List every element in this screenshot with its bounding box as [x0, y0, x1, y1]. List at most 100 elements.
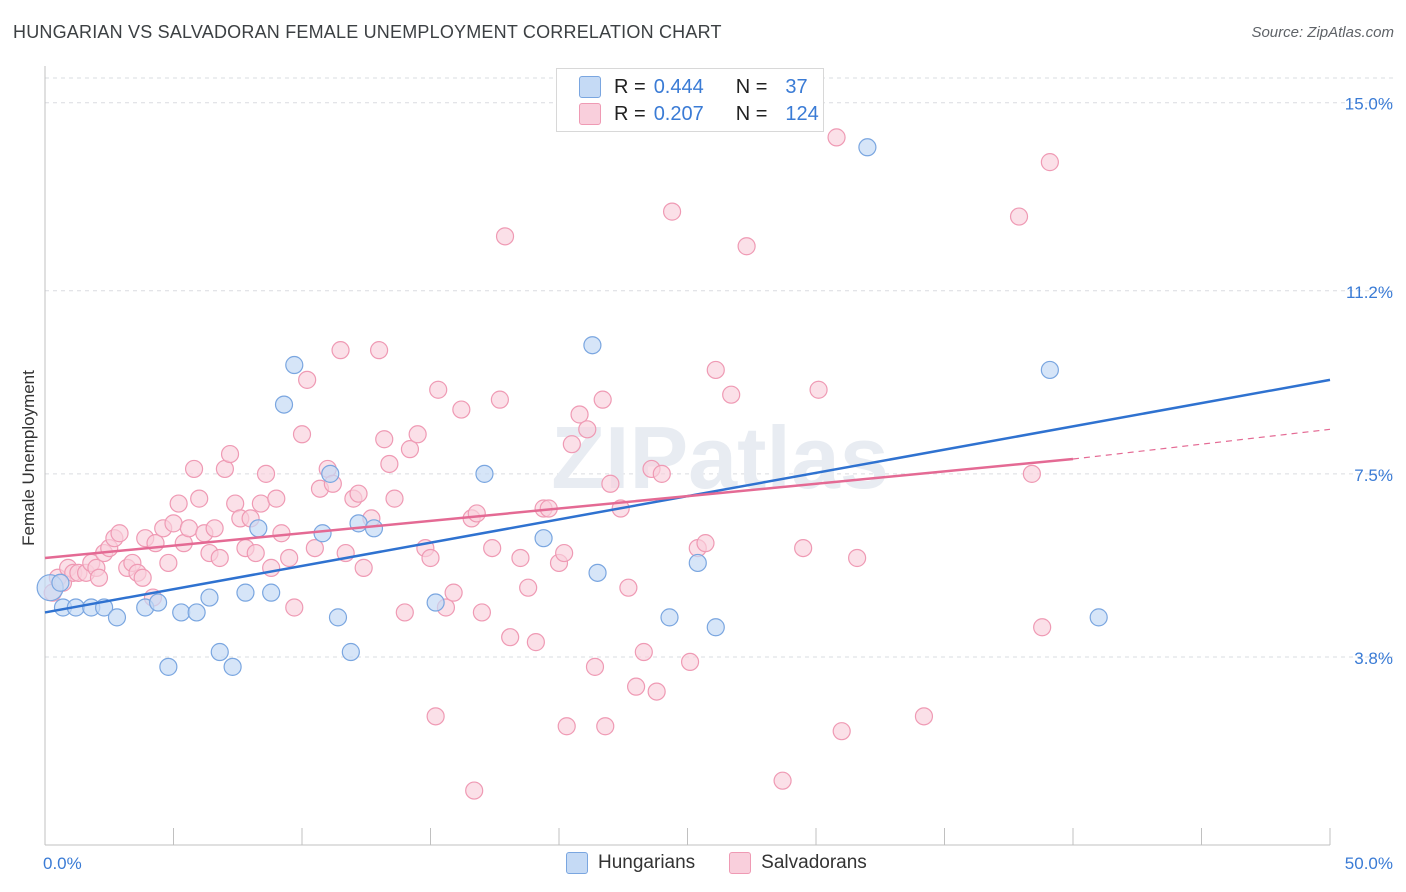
n-value: 37	[785, 75, 808, 98]
hungarians-point	[200, 588, 219, 607]
salvadorans-point	[267, 489, 286, 508]
hungarians-point	[475, 464, 494, 483]
salvadorans-point	[400, 440, 420, 459]
salvadorans-point	[375, 430, 394, 449]
salvadorans-point	[555, 543, 574, 563]
salvadorans-point	[647, 682, 666, 701]
hungarians-point	[858, 138, 877, 157]
legend-item-salvadorans[interactable]: Salvadorans	[729, 852, 867, 874]
legend-item-hungarians[interactable]: Hungarians	[566, 852, 695, 874]
hungarians-point	[364, 519, 384, 538]
salvadorans-point	[159, 553, 178, 573]
correlation-legend: R = 0.444 N = 37 R = 0.207 N = 124	[556, 68, 824, 132]
hungarians-point	[313, 524, 332, 543]
salvadorans-point	[662, 202, 682, 221]
salvadorans-point	[89, 568, 109, 587]
salvadorans-point	[578, 420, 597, 439]
salvadorans-point	[601, 474, 620, 493]
salvadorans-point	[619, 578, 638, 597]
x-tick-label: 0.0%	[43, 854, 82, 873]
hungarians-point	[51, 573, 70, 592]
salvadorans-point	[220, 444, 240, 464]
x-tick-label: 50.0%	[1345, 854, 1393, 873]
salvadorans-point	[562, 435, 581, 454]
hungarians-point	[148, 593, 168, 612]
salvadorans-point	[354, 558, 373, 577]
hungarians-point	[328, 608, 348, 627]
hungarians-point	[285, 355, 304, 375]
salvadorans-point	[385, 489, 404, 508]
salvadorans-point	[1033, 618, 1052, 637]
salvadorans-point	[490, 390, 509, 409]
hungarians-point	[159, 657, 178, 676]
hungarians-point	[688, 553, 707, 573]
n-label: N =	[735, 102, 768, 125]
salvadorans-point	[519, 578, 538, 597]
salvadorans-point	[205, 519, 224, 538]
salvadorans-point	[305, 538, 324, 558]
salvadorans-point	[848, 548, 867, 568]
salvadorans-point	[444, 583, 463, 602]
salvadorans-point	[370, 341, 389, 360]
salvadorans-point	[164, 514, 183, 533]
salvadorans-point	[110, 524, 129, 543]
r-label: R =	[614, 75, 646, 98]
salvadorans-point	[585, 657, 605, 676]
salvadorans-point	[696, 534, 715, 553]
hungarians-point	[660, 608, 679, 627]
salvadorans-point	[292, 425, 312, 444]
hungarians-point	[274, 395, 294, 414]
salvadorans-point	[773, 771, 792, 790]
salvadorans-point	[408, 425, 427, 444]
salvadorans-point	[557, 717, 576, 736]
n-label: N =	[735, 75, 768, 98]
salvadorans-point	[495, 227, 515, 246]
tick-labels: 3.8% 7.5% 11.2% 15.0% 0.0% 50.0%	[43, 95, 1393, 873]
salvadorans-point	[426, 707, 445, 726]
hungarians-points	[36, 138, 1108, 676]
hungarians-point	[426, 593, 445, 612]
salvadorans-point	[421, 548, 440, 568]
salvadorans-point	[652, 464, 671, 483]
salvadorans-point	[285, 598, 304, 617]
legend-row-salvadorans: R = 0.207 N = 124	[579, 101, 819, 127]
salvadorans-point	[210, 548, 229, 568]
salvadorans-point	[1040, 153, 1059, 172]
salvadorans-point	[809, 380, 828, 399]
salvadorans-swatch	[579, 103, 601, 125]
salvadorans-point	[133, 568, 152, 587]
y-tick-label: 7.5%	[1354, 466, 1393, 485]
hungarians-point	[236, 583, 255, 602]
salvadorans-point	[570, 405, 589, 424]
legend-row-hungarians: R = 0.444 N = 37	[579, 74, 808, 100]
salvadorans-point	[179, 519, 199, 538]
salvadorans-point	[511, 548, 530, 568]
hungarians-point	[1089, 608, 1108, 627]
salvadorans-point	[501, 628, 520, 647]
salvadorans-point	[914, 707, 934, 726]
salvadorans-point	[190, 489, 209, 508]
salvadorans-point	[1009, 207, 1029, 226]
salvadorans-point	[680, 652, 700, 672]
salvadorans-point	[596, 717, 615, 736]
n-value: 124	[785, 102, 819, 125]
salvadorans-point	[429, 380, 448, 399]
salvadorans-point	[298, 370, 317, 389]
salvadorans-point	[262, 558, 281, 577]
salvadorans-trend-line	[44, 457, 1074, 560]
legend-label: Salvadorans	[761, 852, 867, 873]
hungarians-point	[583, 336, 602, 355]
salvadorans-point	[331, 341, 350, 360]
salvadorans-point	[593, 390, 612, 409]
salvadorans-point	[526, 633, 545, 652]
salvadorans-point	[472, 603, 491, 622]
hungarians-point	[588, 563, 607, 582]
y-tick-label: 11.2%	[1346, 283, 1393, 302]
salvadorans-point	[395, 603, 414, 622]
salvadorans-point	[272, 524, 291, 543]
salvadorans-point	[467, 504, 486, 523]
hungarians-point	[223, 657, 242, 676]
salvadorans-point	[246, 543, 265, 563]
salvadorans-point	[349, 484, 368, 503]
salvadorans-point	[626, 677, 646, 696]
